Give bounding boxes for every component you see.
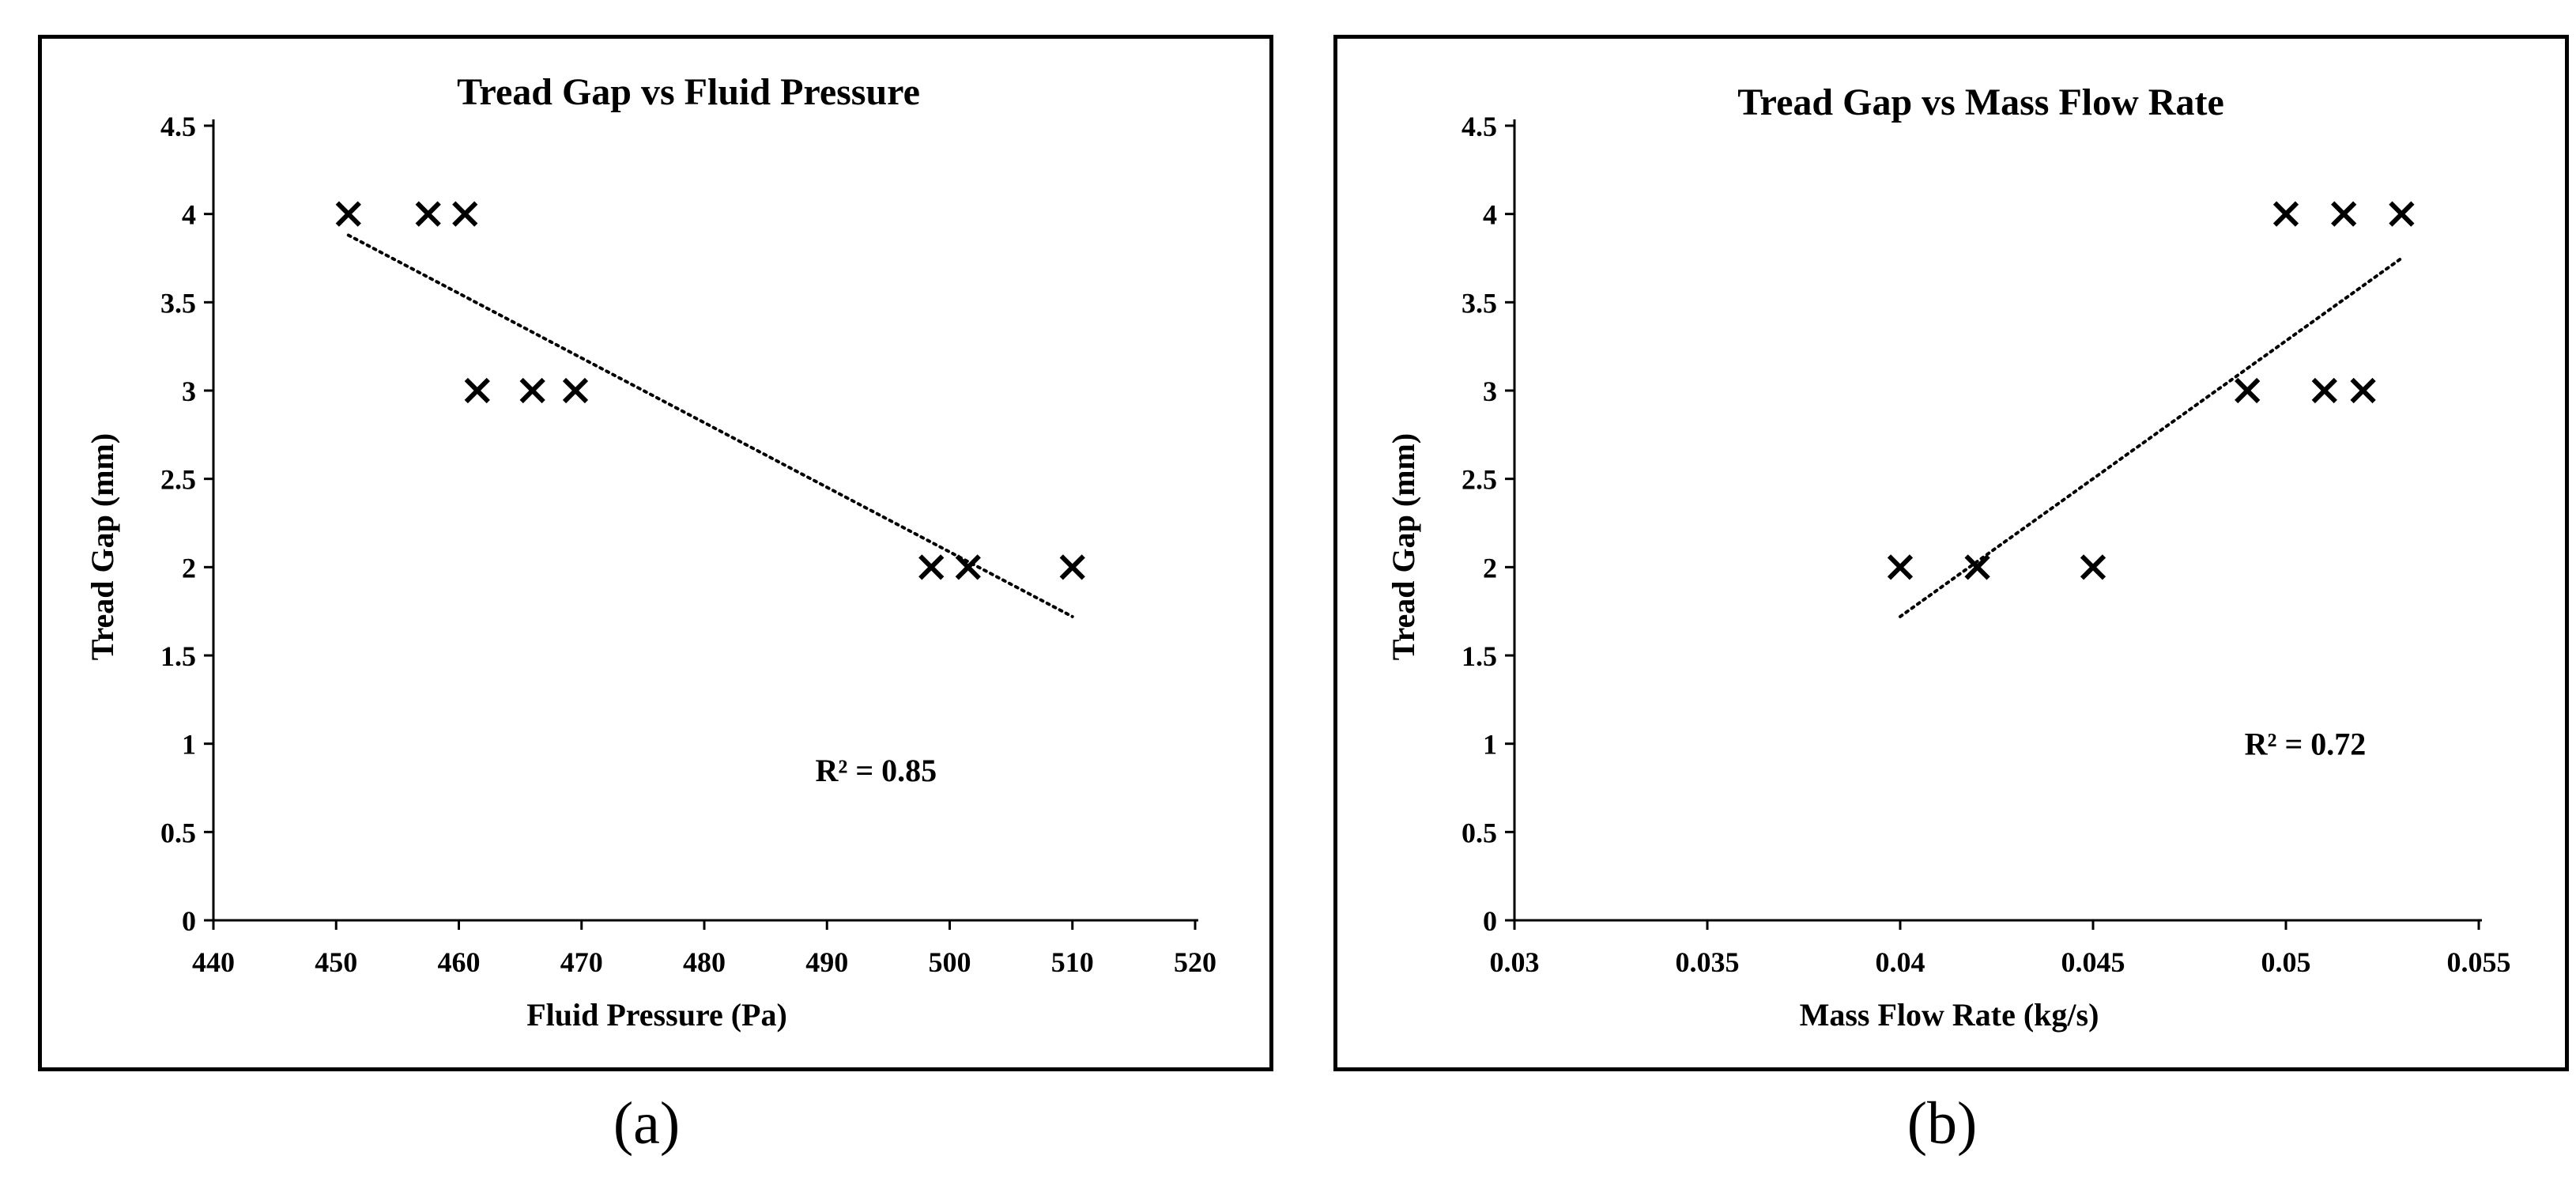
x-tick-label: 440 xyxy=(192,946,235,978)
y-axis-label: Tread Gap (mm) xyxy=(85,433,120,660)
y-tick-label: 0.5 xyxy=(1461,817,1497,848)
data-point-stroke xyxy=(1964,554,1990,580)
x-tick-label: 520 xyxy=(1174,946,1216,978)
x-tick-label: 460 xyxy=(438,946,481,978)
data-point xyxy=(2331,201,2357,227)
data-point-stroke xyxy=(955,554,981,580)
r-squared-label: R² = 0.72 xyxy=(2245,727,2367,762)
x-axis-label: Fluid Pressure (Pa) xyxy=(526,997,787,1033)
data-point-stroke xyxy=(2235,377,2261,404)
y-tick-label: 0 xyxy=(182,905,196,937)
trendline xyxy=(346,233,1074,618)
y-tick-label: 2 xyxy=(182,552,196,583)
data-point xyxy=(464,377,490,404)
data-point-stroke xyxy=(2311,377,2337,404)
y-tick-label: 1.5 xyxy=(1461,640,1497,672)
data-point-stroke xyxy=(452,201,478,227)
y-tick-label: 3.5 xyxy=(160,287,196,319)
y-tick-label: 3.5 xyxy=(1461,287,1497,319)
data-point xyxy=(1964,554,1990,580)
x-tick-label: 480 xyxy=(683,946,726,978)
data-point xyxy=(562,377,589,404)
y-tick-label: 2.5 xyxy=(1461,464,1497,496)
data-point-stroke xyxy=(335,201,361,227)
data-point-stroke xyxy=(2272,201,2299,227)
data-point xyxy=(2272,201,2299,227)
x-tick-label: 450 xyxy=(315,946,357,978)
data-point xyxy=(2080,554,2106,580)
data-point-stroke xyxy=(2350,377,2376,404)
data-point xyxy=(1059,554,1085,580)
y-tick-label: 2 xyxy=(1483,552,1497,583)
data-point-stroke xyxy=(2389,201,2415,227)
x-tick-label: 510 xyxy=(1051,946,1094,978)
x-axis-label: Mass Flow Rate (kg/s) xyxy=(1800,997,2099,1033)
y-tick-label: 2.5 xyxy=(160,464,196,496)
x-tick-label: 500 xyxy=(929,946,971,978)
x-tick-label: 470 xyxy=(560,946,603,978)
data-point xyxy=(2350,377,2376,404)
data-point-stroke xyxy=(2080,554,2106,580)
y-tick-label: 4.5 xyxy=(160,111,196,142)
x-tick-label: 0.04 xyxy=(1876,946,1925,978)
data-point-stroke xyxy=(918,554,945,580)
y-tick-label: 1.5 xyxy=(160,640,196,672)
chart-title: Tread Gap vs Fluid Pressure xyxy=(457,71,920,113)
data-point xyxy=(2311,377,2337,404)
chart-panel-a: Tread Gap vs Fluid Pressure 0 0.5 1 1.5 2 2.5 3… xyxy=(38,35,1273,1071)
caption-b: (b) xyxy=(1907,1090,1978,1157)
chart-panel-b: Tread Gap vs Mass Flow Rate 0 0.5 1 1.5 2 2.5 3… xyxy=(1333,35,2569,1071)
data-point-stroke xyxy=(2331,201,2357,227)
caption-a: (a) xyxy=(613,1090,681,1157)
y-tick-label: 0 xyxy=(1483,905,1497,937)
data-point-stroke xyxy=(1059,554,1085,580)
y-axis-label: Tread Gap (mm) xyxy=(1386,433,1421,660)
data-point xyxy=(519,377,545,404)
data-point-stroke xyxy=(464,377,490,404)
x-tick-label: 0.045 xyxy=(2061,946,2125,978)
chart-title: Tread Gap vs Mass Flow Rate xyxy=(1737,81,2224,123)
data-point-stroke xyxy=(562,377,589,404)
data-point-stroke xyxy=(519,377,545,404)
data-point xyxy=(452,201,478,227)
data-point-stroke xyxy=(415,201,441,227)
r-squared-label: R² = 0.85 xyxy=(816,753,937,788)
y-tick-label: 4.5 xyxy=(1461,111,1497,142)
y-tick-label: 4 xyxy=(1483,199,1497,231)
data-point xyxy=(918,554,945,580)
x-tick-label: 0.055 xyxy=(2447,946,2511,978)
y-tick-label: 0.5 xyxy=(160,817,196,848)
trendline xyxy=(1899,256,2404,618)
scatter-chart-b: Tread Gap vs Mass Flow Rate 0 0.5 1 1.5 2 2.5 3… xyxy=(1386,81,2511,1033)
data-point xyxy=(955,554,981,580)
data-point xyxy=(415,201,441,227)
x-tick-label: 0.035 xyxy=(1676,946,1740,978)
y-tick-label: 1 xyxy=(1483,729,1497,761)
y-tick-label: 3 xyxy=(182,376,196,407)
y-tick-label: 3 xyxy=(1483,376,1497,407)
data-point xyxy=(335,201,361,227)
scatter-chart-a: Tread Gap vs Fluid Pressure 0 0.5 1 1.5 2 2.5 3… xyxy=(85,71,1216,1033)
x-tick-label: 0.05 xyxy=(2261,946,2311,978)
y-tick-label: 4 xyxy=(182,199,196,231)
data-point xyxy=(1887,554,1914,580)
data-point xyxy=(2389,201,2415,227)
data-point xyxy=(2235,377,2261,404)
y-tick-label: 1 xyxy=(182,729,196,761)
x-tick-label: 0.03 xyxy=(1490,946,1540,978)
x-tick-label: 490 xyxy=(805,946,848,978)
data-point-stroke xyxy=(1887,554,1914,580)
